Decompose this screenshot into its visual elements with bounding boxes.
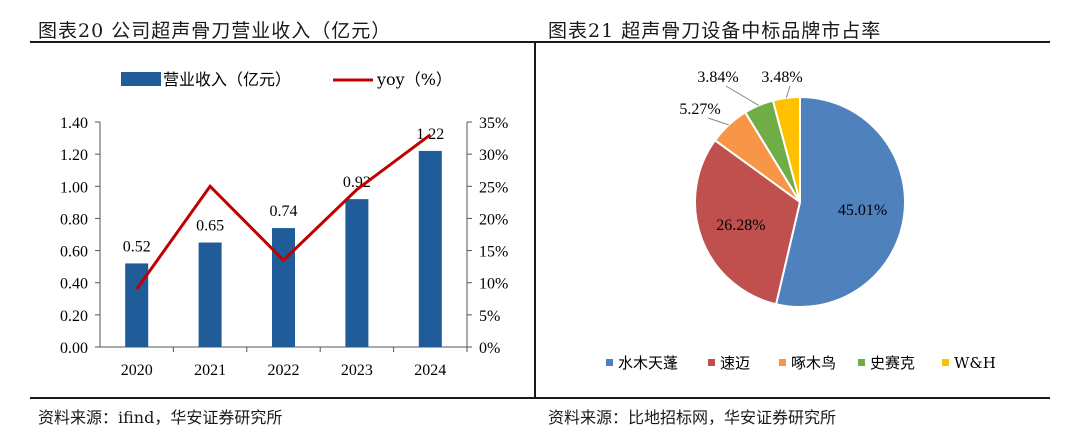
x-tick-label: 2020 (121, 362, 153, 379)
left-y-tick-label: 1.00 (60, 179, 88, 196)
legend-yoy-label: yoy（%） (376, 70, 452, 89)
yoy-line (135, 133, 432, 291)
pie-legend-label: W&H (954, 354, 996, 372)
panel-divider (534, 43, 536, 397)
left-y-tick-label: 0.40 (60, 276, 88, 293)
bottom-rule (30, 397, 1050, 399)
bar-value-label: 0.74 (270, 203, 298, 220)
bar-value-label: 0.65 (196, 218, 224, 235)
revenue-bar (125, 263, 149, 347)
left-y-tick-label: 1.40 (60, 115, 88, 132)
pie-slice (774, 95, 906, 308)
pie-slice-label: 45.01% (838, 202, 887, 219)
right-source-note: 资料来源：比地招标网，华安证券研究所 (548, 408, 837, 427)
pie-legend-swatch (779, 359, 786, 366)
left-y-tick-label: 0.60 (60, 244, 88, 261)
top-rule (30, 41, 1050, 43)
revenue-bar (272, 228, 295, 347)
right-y-tick-label: 30% (479, 147, 508, 164)
pie-slice-label: 5.27% (679, 101, 720, 118)
pie-slice-label: 3.84% (697, 69, 738, 86)
revenue-bar (345, 199, 369, 347)
left-y-tick-label: 0.20 (60, 308, 88, 325)
left-y-tick-label: 1.20 (60, 147, 88, 164)
right-y-tick-label: 35% (479, 115, 508, 132)
pie-slice (694, 138, 802, 306)
pie-legend-swatch (858, 359, 865, 366)
left-chart-title: 图表20 公司超声骨刀营业收入（亿元） (38, 20, 392, 42)
right-y-tick-label: 25% (479, 179, 508, 196)
revenue-bar (198, 242, 222, 347)
legend-revenue-label: 营业收入（亿元） (163, 70, 291, 89)
right-y-tick-label: 15% (479, 244, 508, 261)
bar-value-label: 0.52 (123, 238, 151, 255)
pie-leader-line (725, 85, 759, 106)
pie-slice-label: 3.48% (761, 69, 802, 86)
pie-legend-swatch (708, 359, 715, 366)
right-chart-title: 图表21 超声骨刀设备中标品牌市占率 (548, 20, 882, 42)
bar-value-label: 0.92 (343, 174, 371, 191)
pie-legend-label: 水木天蓬 (618, 354, 678, 372)
x-tick-label: 2022 (268, 362, 300, 379)
revenue-bar (418, 150, 442, 347)
pie-legend-label: 史赛克 (870, 354, 915, 372)
left-y-tick-label: 0.00 (60, 340, 88, 357)
x-tick-label: 2023 (341, 362, 373, 379)
left-source-note: 资料来源：ifind，华安证券研究所 (38, 408, 283, 427)
left-y-tick-label: 0.80 (60, 211, 88, 228)
pie-legend-swatch (606, 359, 613, 366)
pie-legend-swatch (942, 359, 949, 366)
x-tick-label: 2024 (414, 362, 446, 379)
right-y-tick-label: 5% (479, 308, 500, 325)
legend-revenue-swatch (121, 72, 161, 86)
pie-legend-label: 速迈 (720, 354, 750, 372)
pie-leader-line (785, 85, 791, 99)
x-tick-label: 2021 (194, 362, 226, 379)
right-y-tick-label: 10% (479, 276, 508, 293)
pie-slice-label: 26.28% (716, 217, 765, 234)
right-y-tick-label: 0% (479, 340, 500, 357)
pie-legend-label: 啄木鸟 (791, 354, 836, 372)
right-y-tick-label: 20% (479, 211, 508, 228)
pie-leader-line (707, 117, 729, 126)
